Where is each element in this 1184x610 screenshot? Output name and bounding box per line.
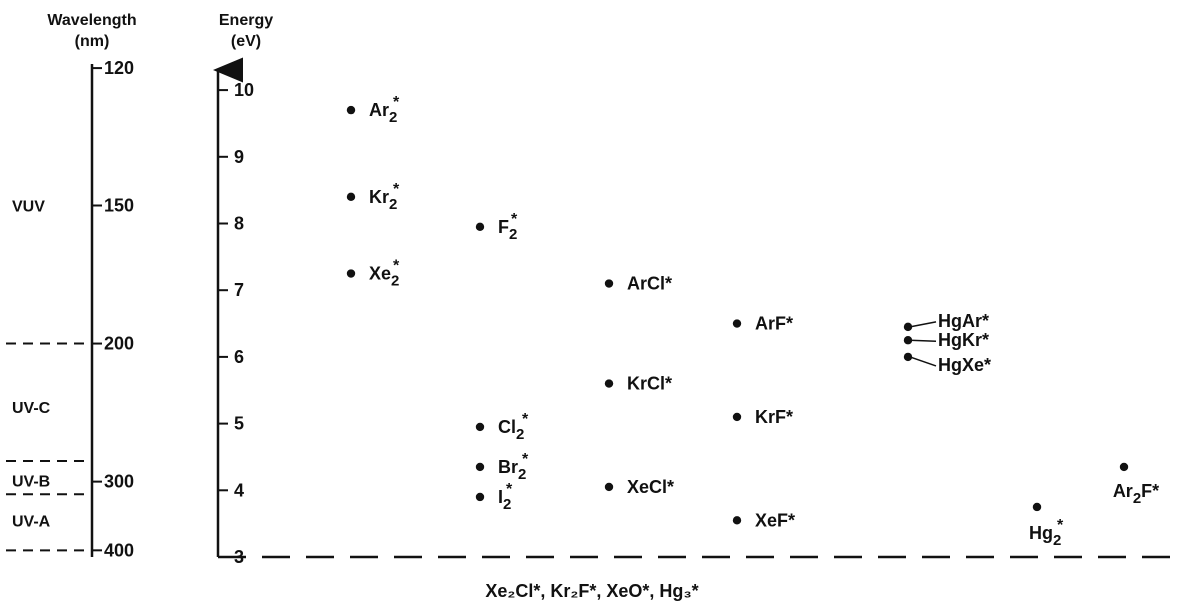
data-point (475, 422, 485, 432)
point-label: XeCl* (627, 477, 674, 497)
point-label-superscript: * (393, 181, 400, 198)
energy-tick-label: 7 (234, 280, 244, 300)
leader-line (909, 321, 937, 328)
data-point (1119, 462, 1129, 472)
wavelength-tick-label: 400 (104, 540, 134, 560)
point-label: KrCl* (627, 374, 672, 394)
band-label: UV-C (12, 400, 51, 417)
point-label: XeF* (755, 510, 795, 530)
leader-line (909, 339, 937, 342)
data-point (903, 352, 913, 362)
point-label-superscript: * (393, 258, 400, 275)
point-label: ArCl* (627, 274, 672, 294)
wavelength-title-line2: (nm) (75, 33, 110, 50)
point-label-superscript: * (522, 411, 529, 428)
point-label-superscript: * (511, 211, 518, 228)
data-point (732, 412, 742, 422)
data-points: Ar2*Kr2*Xe2*F2*Cl2*Br2*I2*ArCl*KrCl*XeCl… (346, 94, 1159, 549)
energy-tick-label: 9 (234, 147, 244, 167)
data-point (1032, 502, 1042, 512)
energy-ticks: 3 4 5 6 7 8 9 10 (218, 80, 254, 567)
energy-title-line1: Energy (219, 12, 273, 29)
point-label-superscript: * (522, 451, 529, 468)
data-point (604, 379, 614, 388)
point-label: Cl2 (498, 417, 524, 443)
wavelength-tick-label: 120 (104, 58, 134, 78)
energy-tick-label: 4 (234, 480, 244, 500)
energy-title-line2: (eV) (231, 33, 261, 50)
point-label: Ar2F* (1113, 481, 1159, 507)
point-label: HgKr* (938, 330, 989, 350)
wavelength-tick-label: 200 (104, 334, 134, 354)
data-point (604, 482, 614, 492)
point-label-superscript: * (506, 481, 513, 498)
energy-tick-label: 8 (234, 214, 244, 234)
energy-tick-label: 10 (234, 80, 254, 100)
data-point (475, 492, 485, 502)
point-label: HgAr* (938, 311, 989, 331)
point-label-superscript: * (1057, 517, 1064, 534)
wavelength-tick-label: 150 (104, 195, 134, 215)
data-point (346, 269, 356, 278)
band-label: UV-B (12, 473, 50, 490)
energy-tick-label: 5 (234, 414, 244, 434)
energy-tick-label: 3 (234, 547, 244, 567)
point-label: HgXe* (938, 355, 991, 375)
wavelength-tick-label: 300 (104, 472, 134, 492)
band-labels: VUV UV-C UV-B UV-A (12, 198, 51, 530)
data-point (903, 322, 913, 332)
data-point (604, 279, 614, 288)
footnote: Xe₂Cl*, Kr₂F*, XeO*, Hg₃* (485, 581, 698, 601)
data-point (732, 319, 742, 328)
wavelength-title-line1: Wavelength (47, 12, 136, 29)
data-point (732, 516, 742, 525)
band-label: VUV (12, 198, 45, 215)
point-label-superscript: * (393, 94, 400, 111)
wavelength-ticks: 120 150 200 300 400 (92, 58, 134, 560)
data-point (346, 192, 356, 202)
data-point (475, 462, 485, 472)
energy-tick-label: 6 (234, 347, 244, 367)
band-boundaries (6, 342, 92, 552)
data-point (903, 336, 913, 345)
point-label: KrF* (755, 407, 793, 427)
point-label: ArF* (755, 314, 793, 334)
data-point (346, 105, 356, 115)
band-label: UV-A (12, 513, 51, 530)
leader-line (909, 356, 937, 367)
data-point (475, 222, 485, 232)
